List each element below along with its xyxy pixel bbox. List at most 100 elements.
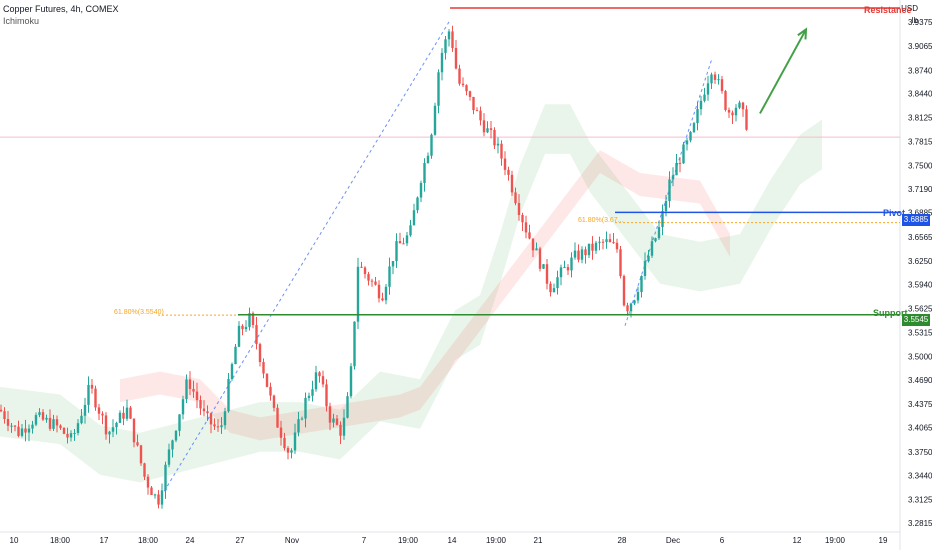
candle-body [734, 107, 738, 116]
candle-body [566, 267, 570, 271]
candle-body [66, 433, 69, 438]
candle-body [524, 222, 528, 233]
y-tick-label: 3.8740 [908, 67, 932, 76]
candle-body [468, 91, 472, 97]
candle-body [171, 440, 174, 450]
y-tick-label: 3.7500 [908, 161, 932, 170]
candle-body [62, 427, 66, 434]
candle-body [80, 415, 83, 424]
candle-body [608, 239, 612, 243]
candle-body [580, 249, 584, 260]
candle-body [290, 450, 293, 453]
candle-body [458, 68, 461, 84]
candle-body [706, 83, 710, 95]
candle-body [157, 494, 160, 505]
candle-body [479, 110, 482, 121]
candle-body [17, 426, 20, 436]
candle-body [206, 411, 209, 414]
candle-body [297, 419, 300, 433]
candle-body [209, 413, 213, 425]
unit-label: lb [911, 16, 918, 25]
candle-body [31, 424, 34, 429]
candle-body [556, 277, 559, 289]
x-tick-label: 17 [100, 536, 109, 545]
candle-body [118, 412, 122, 423]
pivot-label: Pivot [883, 208, 906, 218]
candle-body [654, 238, 657, 242]
candle-body [202, 408, 206, 412]
indicator-label[interactable]: Ichimoku [3, 16, 40, 26]
candle-body [591, 243, 594, 251]
candle-body [482, 120, 486, 133]
candle-body [181, 399, 185, 415]
candle-body [664, 200, 668, 212]
candle-body [360, 266, 363, 268]
candle-body [178, 414, 181, 431]
candle-body [619, 249, 622, 277]
candle-body [38, 412, 41, 416]
candle-body [223, 411, 227, 426]
candle-body [363, 267, 367, 275]
candle-body [192, 388, 195, 392]
candle-body [52, 419, 55, 429]
candle-body [409, 225, 412, 236]
y-tick-label: 3.3440 [908, 471, 932, 480]
candle-body [220, 425, 223, 428]
candle-body [13, 425, 17, 427]
candle-body [419, 182, 423, 198]
candle-body [314, 372, 318, 390]
y-tick-label: 3.8125 [908, 114, 932, 123]
candle-body [356, 266, 360, 322]
candle-body [692, 123, 696, 132]
candle-body [321, 376, 325, 385]
candle-body [703, 94, 706, 101]
candle-body [325, 384, 328, 407]
candle-body [395, 241, 398, 262]
x-tick-label: 19:00 [398, 536, 419, 545]
candle-body [447, 31, 451, 40]
x-tick-label: 7 [362, 536, 367, 545]
resistance-label: Resistance [864, 5, 912, 15]
candle-body [76, 423, 80, 433]
candle-body [272, 395, 276, 408]
x-tick-label: 12 [793, 536, 802, 545]
candle-body [388, 266, 391, 287]
candle-body [94, 388, 97, 408]
candle-body [594, 242, 598, 251]
candle-body [69, 433, 73, 438]
candle-body [342, 417, 346, 436]
y-tick-label: 3.4690 [908, 376, 932, 385]
candle-body [304, 397, 307, 419]
projection-arrow-line [759, 28, 807, 114]
candle-body [381, 298, 384, 301]
y-tick-label: 3.6250 [908, 257, 932, 266]
candle-body [440, 52, 444, 73]
candle-body [307, 395, 311, 398]
y-tick-label: 3.9065 [908, 42, 932, 51]
candle-body [738, 102, 741, 108]
candle-body [349, 366, 353, 397]
x-tick-label: 19:00 [486, 536, 507, 545]
candle-body [640, 275, 643, 292]
candle-body [311, 389, 314, 396]
candle-body [339, 424, 342, 436]
candle-body [6, 419, 10, 426]
candle-body [83, 404, 87, 416]
x-tick-label: 19 [879, 536, 888, 545]
y-tick-label: 3.7190 [908, 185, 932, 194]
candle-body [577, 250, 580, 260]
candle-body [150, 487, 153, 495]
candle-body [143, 463, 146, 477]
candle-body [489, 128, 493, 130]
candle-body [87, 384, 90, 405]
candle-body [10, 425, 13, 427]
candle-body [108, 431, 111, 435]
candle-body [384, 286, 388, 301]
candle-body [528, 232, 531, 239]
candle-body [650, 241, 654, 256]
candle-body [423, 163, 426, 183]
candle-body [647, 255, 650, 262]
candle-body [188, 379, 192, 389]
candle-body [97, 407, 101, 414]
